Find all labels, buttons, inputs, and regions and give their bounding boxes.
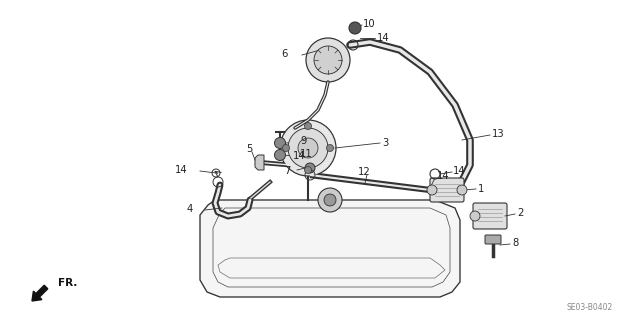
Text: 1: 1 [478, 184, 484, 194]
Text: 11: 11 [300, 149, 313, 159]
Circle shape [324, 194, 336, 206]
FancyBboxPatch shape [430, 178, 464, 202]
Circle shape [275, 137, 285, 149]
Text: 8: 8 [512, 238, 518, 248]
Text: 14: 14 [377, 33, 390, 43]
Circle shape [298, 138, 318, 158]
Circle shape [326, 145, 333, 152]
FancyBboxPatch shape [485, 235, 501, 244]
Text: 5: 5 [246, 144, 252, 154]
Text: 2: 2 [517, 208, 524, 218]
Text: 3: 3 [382, 138, 388, 148]
Circle shape [427, 185, 437, 195]
Text: 13: 13 [492, 129, 504, 139]
Polygon shape [255, 155, 264, 170]
Text: FR.: FR. [58, 278, 77, 288]
Text: 14: 14 [453, 166, 466, 176]
Circle shape [349, 22, 361, 34]
FancyBboxPatch shape [473, 203, 507, 229]
Text: SE03-B0402: SE03-B0402 [567, 303, 613, 313]
Circle shape [280, 120, 336, 176]
Circle shape [288, 128, 328, 168]
Circle shape [470, 211, 480, 221]
Text: 14: 14 [292, 151, 305, 161]
Text: 4: 4 [187, 204, 193, 214]
Circle shape [314, 46, 342, 74]
Polygon shape [200, 200, 460, 297]
FancyArrow shape [32, 285, 48, 301]
Text: 9: 9 [300, 136, 307, 146]
Circle shape [318, 188, 342, 212]
Text: 10: 10 [363, 19, 376, 29]
Text: 12: 12 [358, 167, 371, 177]
Circle shape [305, 163, 315, 173]
Circle shape [305, 122, 312, 130]
Text: 6: 6 [282, 49, 288, 59]
Circle shape [275, 150, 285, 160]
Text: 14: 14 [175, 165, 188, 175]
Text: 7: 7 [285, 166, 291, 176]
Text: 14: 14 [437, 171, 450, 181]
Circle shape [457, 185, 467, 195]
Circle shape [282, 145, 289, 152]
Circle shape [305, 167, 312, 174]
Circle shape [306, 38, 350, 82]
